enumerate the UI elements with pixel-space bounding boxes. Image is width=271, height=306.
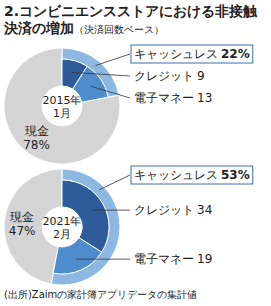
data-label: 電子マネー19 xyxy=(134,252,212,266)
pie-slice xyxy=(53,238,101,274)
label-value: 19 xyxy=(197,252,212,266)
leader-line xyxy=(99,175,130,190)
leader-line xyxy=(91,86,130,98)
leader-line xyxy=(72,72,130,76)
label-value: 47% xyxy=(9,224,36,238)
label-category: 現金 xyxy=(25,124,49,138)
label-category: 電子マネー xyxy=(134,252,194,266)
pie-title: 2021年2月 xyxy=(43,215,82,241)
source: (出所)Zaimの家計簿アプリデータの集計値 xyxy=(4,289,197,300)
label-category: キャッシュレス xyxy=(134,168,218,182)
label-category: クレジット xyxy=(134,69,194,83)
data-label: クレジット34 xyxy=(134,203,212,217)
label-value: 9 xyxy=(197,69,205,83)
data-label: キャッシュレス53% xyxy=(134,168,250,182)
label-value: 34 xyxy=(197,203,212,217)
label-value: 22% xyxy=(221,47,250,61)
label-value: 78% xyxy=(23,138,50,152)
label-category: キャッシュレス xyxy=(134,47,218,61)
label-value: 13 xyxy=(197,91,212,105)
leader-line xyxy=(95,54,130,66)
subtitle: （決済回数ベース） xyxy=(74,24,164,35)
pie: 2015年1月キャッシュレス22%現金78%クレジット9電子マネー13 xyxy=(4,45,253,164)
source-note: (出所)Zaimの家計簿アプリデータの集計値 xyxy=(4,288,197,302)
label-category: 電子マネー xyxy=(134,91,194,105)
title-block: 2.コンビニエンスストアにおける非接触決済の増加（決済回数ベース） xyxy=(4,3,269,38)
data-label: クレジット9 xyxy=(134,69,205,83)
data-label: 電子マネー13 xyxy=(134,91,212,105)
label-category: 現金 xyxy=(10,210,34,224)
label-category: クレジット xyxy=(134,203,194,217)
leader-line xyxy=(76,259,130,260)
label-value: 53% xyxy=(221,168,250,182)
label-box xyxy=(131,45,253,63)
data-label: 現金78% xyxy=(23,124,50,152)
data-label: 現金47% xyxy=(9,210,36,238)
pie-slice xyxy=(4,48,120,164)
label-box xyxy=(131,166,253,184)
leader-line xyxy=(93,210,130,211)
data-label: キャッシュレス22% xyxy=(134,47,250,61)
chart-area: 2015年1月キャッシュレス22%現金78%クレジット9電子マネー132021年… xyxy=(0,0,271,306)
pie-title: 2015年1月 xyxy=(43,94,82,120)
pie: 2021年2月 キャッシュレス53% 現金47% クレジット34 電子マネー19 xyxy=(4,166,253,285)
